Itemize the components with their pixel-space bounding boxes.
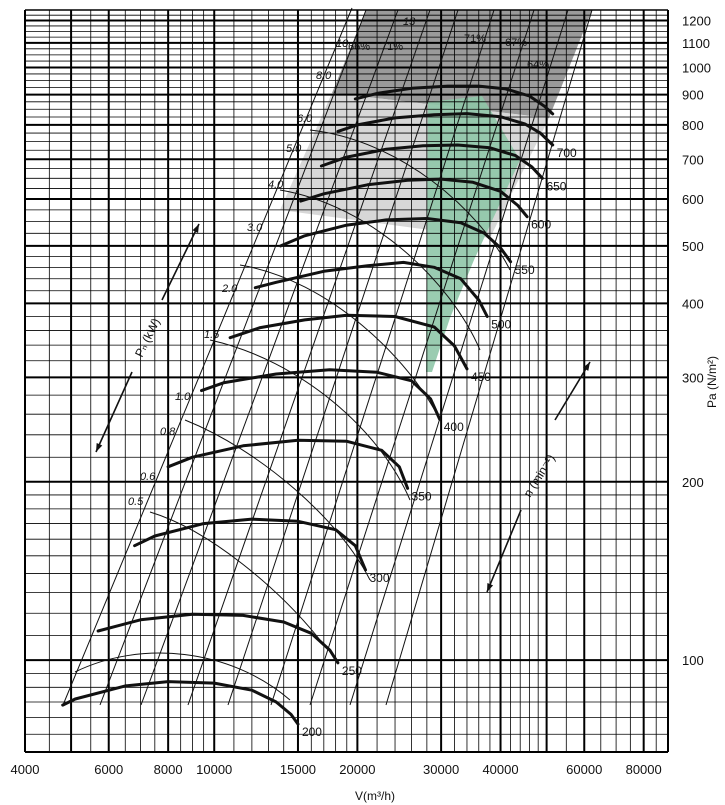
speed-curve-label: 500 [491, 318, 511, 332]
speed-curve-label: 300 [369, 571, 389, 585]
speed-curve [336, 112, 555, 147]
y-tick-label: 1100 [682, 36, 710, 51]
x-tick-label: 20000 [339, 762, 375, 777]
power-label: 5.0 [286, 143, 302, 155]
power-arrow-up-head [192, 224, 199, 233]
y-tick-label: 500 [682, 239, 704, 254]
speed-curve [253, 260, 489, 318]
power-axis-label: Pₙ (kW) [132, 316, 163, 359]
x-tick-label: 4000 [11, 762, 40, 777]
speed-curve-label: 600 [531, 218, 551, 232]
power-iso-line [209, 339, 411, 501]
speed-curve [279, 217, 513, 264]
power-iso-line [184, 419, 371, 581]
efficiency-label: 67% [505, 37, 527, 49]
speed-curve-label: 400 [444, 420, 464, 434]
y-tick-label: 1000 [682, 60, 711, 75]
power-iso-line [149, 511, 321, 641]
x-tick-label: 80000 [626, 762, 662, 777]
power-arrow-down-head [96, 443, 103, 452]
power-label: 0.5 [128, 496, 144, 508]
speed-curve-label: 650 [546, 179, 566, 193]
power-arrow-up [161, 223, 200, 301]
speed-curve [319, 143, 544, 180]
power-iso-line [279, 189, 481, 351]
x-tick-label: 40000 [482, 762, 518, 777]
y-axis-title: Pa (N/m²) [705, 356, 719, 408]
speed-curve [200, 368, 442, 421]
x-tick-label: 30000 [423, 762, 459, 777]
system-line [309, 9, 535, 706]
speed-curve-label: 350 [412, 489, 432, 503]
power-label: 6.0 [297, 113, 313, 125]
x-tick-label: 6000 [94, 762, 123, 777]
system-line [349, 9, 569, 706]
y-tick-label: 100 [682, 653, 704, 668]
y-tick-label: 800 [682, 118, 704, 133]
system-line [270, 9, 495, 706]
power-label: 0.6 [140, 471, 156, 483]
system-line [62, 7, 353, 706]
speed-curve [133, 517, 367, 572]
efficiency-label: 71% [464, 33, 486, 45]
speed-arrow-down-head [487, 583, 494, 592]
x-tick-label: 60000 [566, 762, 602, 777]
speed-arrow-up-head [582, 362, 590, 371]
speed-curve-label: 700 [557, 146, 577, 160]
power-label: 3.0 [247, 222, 263, 234]
speed-curve [353, 84, 555, 116]
efficiency-label: 66% [348, 41, 370, 53]
power-iso-line [239, 264, 441, 421]
power-iso-line [309, 129, 511, 271]
power-label: 2.0 [221, 283, 238, 295]
y-tick-label: 600 [682, 192, 704, 207]
system-line [187, 9, 431, 706]
power-label: 8.0 [316, 70, 332, 82]
speed-curve [299, 177, 529, 219]
power-label: 1.0 [175, 391, 191, 403]
system-line [140, 9, 399, 706]
x-axis-title: V(m³/h) [355, 789, 395, 803]
speed-curve-label: 250 [342, 664, 362, 678]
power-label: 1.5 [204, 329, 220, 341]
y-tick-label: 700 [682, 152, 704, 167]
chart-labels: 200 250 300 350 400 450 500 550 600 650 700 0.5 0.6 0… [128, 16, 577, 739]
efficiency-label: 64% [527, 59, 549, 71]
power-label: 0.8 [160, 426, 176, 438]
x-tick-label: 8000 [154, 762, 183, 777]
y-tick-label: 900 [682, 88, 704, 103]
y-tick-label: 300 [682, 370, 704, 385]
diagonal-rays [62, 7, 593, 706]
speed-curve-label: 550 [515, 263, 535, 277]
y-tick-label: 1200 [682, 14, 711, 29]
speed-curve [96, 612, 340, 665]
power-label: 10 [336, 38, 349, 50]
system-line [385, 9, 593, 706]
speed-curve [61, 680, 300, 726]
x-tick-label: 10000 [196, 762, 232, 777]
y-tick-label: 400 [682, 296, 704, 311]
y-tick-label: 200 [682, 475, 704, 490]
chart-grid [24, 9, 669, 753]
power-label: 13 [403, 16, 416, 28]
speed-arrow-down [486, 509, 522, 593]
efficiency-label: 71% [381, 41, 403, 53]
speed-curve [166, 438, 410, 490]
speed-curve-label: 450 [471, 370, 491, 384]
system-line [227, 9, 459, 706]
speed-arrow-up [554, 361, 591, 421]
power-label: 4.0 [268, 179, 284, 191]
speed-axis-label: n (min⁻¹) [521, 452, 558, 500]
speed-curves [61, 84, 555, 726]
system-line [99, 9, 367, 706]
speed-curve-label: 200 [302, 725, 322, 739]
power-arrow-down [95, 371, 133, 453]
axes: 4000 6000 8000 10000 15000 20000 30000 40000 600… [11, 9, 719, 803]
x-tick-label: 15000 [280, 762, 316, 777]
power-iso-line [74, 652, 291, 701]
speed-curve [228, 313, 469, 371]
